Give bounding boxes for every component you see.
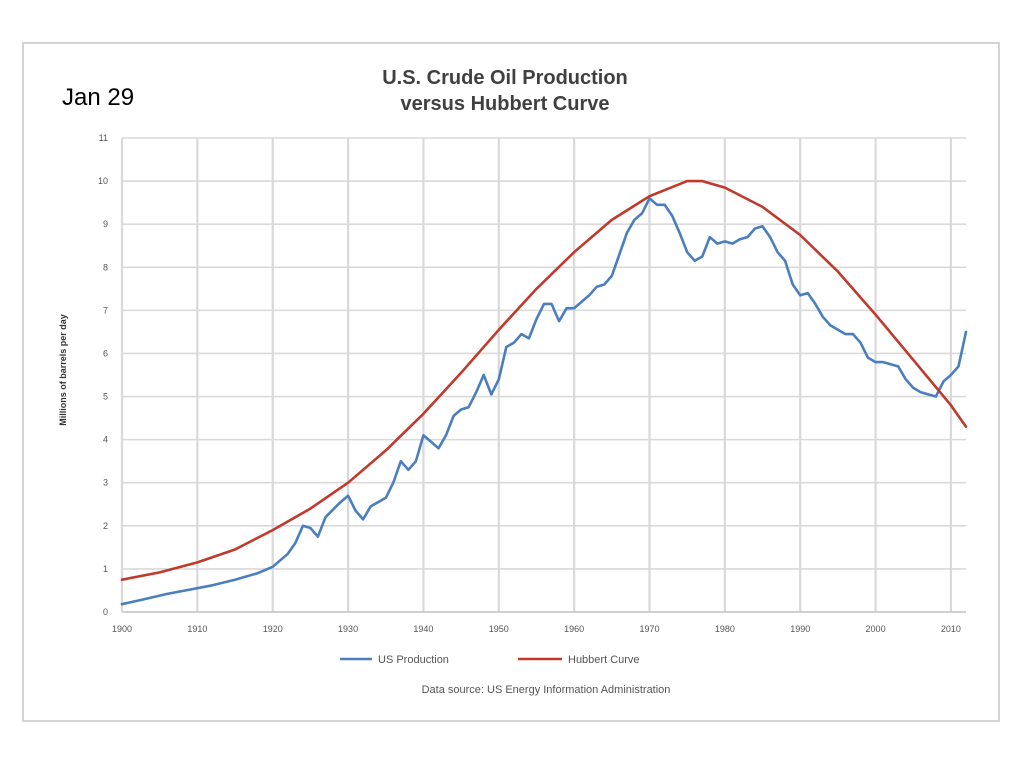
y-tick-label: 8: [103, 262, 108, 272]
legend-label-hubbert-curve: Hubbert Curve: [568, 654, 640, 666]
x-tick-label: 1930: [338, 624, 358, 634]
chart-title-line-2: versus Hubbert Curve: [401, 93, 610, 115]
grid: [120, 137, 966, 613]
y-tick-label: 6: [103, 348, 108, 358]
series-lines: [120, 179, 968, 606]
y-axis-label: Millions of barrels per day: [58, 314, 68, 426]
x-tick-label: 1900: [112, 624, 132, 634]
x-tick-label: 1910: [187, 624, 207, 634]
y-tick-label: 11: [99, 133, 108, 143]
y-tick-label: 1: [103, 564, 108, 574]
x-tick-label: 1970: [639, 624, 659, 634]
y-tick-label: 7: [103, 305, 108, 315]
series-line-hubbert-curve: [120, 179, 968, 581]
y-tick-label: 9: [103, 219, 108, 229]
x-tick-label: 1960: [564, 624, 584, 634]
series-line-us-production: [120, 197, 968, 606]
x-tick-label: 1950: [489, 624, 509, 634]
date-label: Jan 29: [62, 84, 135, 111]
y-tick-label: 0: [103, 607, 108, 617]
x-tick-label: 2010: [941, 624, 961, 634]
y-tick-label: 10: [98, 176, 108, 186]
axes: 0 1 2 3 4 5 6 7 8 9 10 11 1900 1910 1920 1930 1940 1950 19…: [98, 133, 966, 634]
y-tick-label: 3: [103, 478, 108, 488]
legend-label-us-production: US Production: [378, 654, 449, 666]
y-tick-label: 5: [103, 392, 108, 402]
chart-frame: [22, 42, 1000, 722]
x-tick-label: 1980: [715, 624, 735, 634]
x-tick-label: 1990: [790, 624, 810, 634]
y-tick-label: 2: [103, 521, 108, 531]
x-tick-label: 1940: [413, 624, 433, 634]
x-tick-label: 2000: [866, 624, 886, 634]
y-tick-label: 4: [103, 435, 108, 445]
legend: US Production Hubbert Curve: [340, 654, 640, 666]
x-tick-label: 1920: [263, 624, 283, 634]
chart-title-line-1: U.S. Crude Oil Production: [382, 67, 628, 89]
data-source-note: Data source: US Energy Information Admin…: [422, 684, 671, 696]
